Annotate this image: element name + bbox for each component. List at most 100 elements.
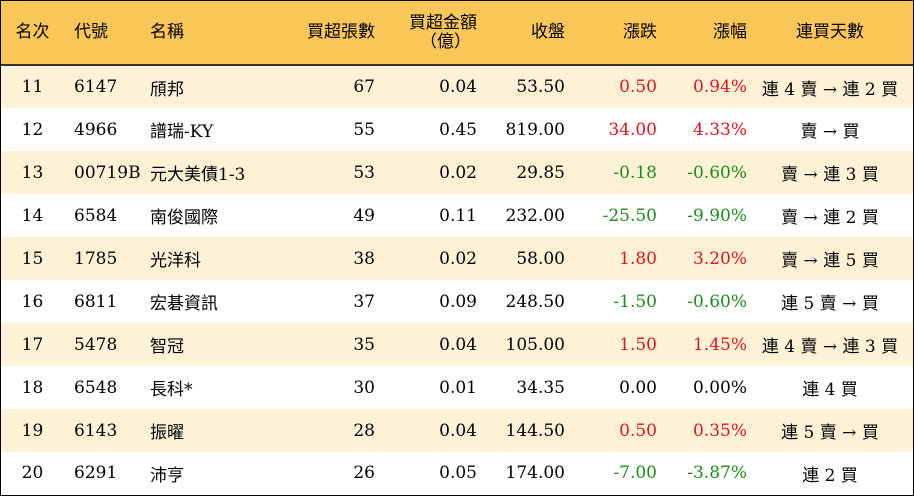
cell-change: 0.50 (619, 77, 657, 97)
header-name: 名稱 (144, 1, 280, 66)
cell-streak: 賣 → 連 2 買 (781, 208, 879, 228)
cell-net-amount: 0.01 (439, 377, 477, 398)
table-row: 19 6143 振曜 28 0.04 144.50 0.50 0.35% 連 5 賣 → 買 (1, 409, 913, 452)
cell-change-pct: 3.20% (692, 248, 747, 269)
cell-rank: 16 (21, 291, 44, 312)
cell-rank: 18 (21, 377, 44, 398)
cell-name: 譜瑞-KY (150, 122, 214, 142)
header-row: 名次 代號 名稱 買超張數 買超金額 （億） 收盤 漲跌 漲幅 連買天數 (1, 1, 913, 66)
cell-change: -7.00 (613, 463, 657, 483)
cell-close: 34.35 (516, 377, 565, 398)
header-change: 漲跌 (565, 1, 657, 66)
cell-code: 6147 (74, 77, 118, 97)
cell-change-pct: -3.87% (687, 463, 747, 483)
cell-change: 1.50 (619, 334, 657, 355)
cell-change-pct: 0.35% (692, 420, 747, 441)
cell-close: 29.85 (516, 162, 565, 183)
cell-code: 6811 (74, 291, 118, 312)
cell-change: 0.00 (619, 377, 657, 398)
cell-rank: 20 (21, 463, 44, 483)
cell-name: 光洋科 (150, 251, 201, 271)
cell-streak: 連 5 賣 → 買 (781, 294, 879, 314)
cell-streak: 連 4 賣 → 連 3 買 (761, 337, 899, 357)
cell-close: 232.00 (505, 205, 565, 226)
table-row: 14 6584 南俊國際 49 0.11 232.00 -25.50 -9.90% 賣 → 連 … (1, 194, 913, 237)
cell-streak: 連 4 賣 → 連 2 買 (761, 79, 899, 100)
table-row: 17 5478 智冠 35 0.04 105.00 1.50 1.45% 連 4 賣 → 連 3… (1, 323, 913, 366)
cell-close: 819.00 (505, 119, 565, 140)
cell-name: 沛亨 (150, 465, 184, 486)
cell-close: 105.00 (505, 334, 565, 355)
cell-net-amount: 0.04 (439, 77, 477, 97)
cell-change: -0.18 (613, 162, 657, 183)
cell-rank: 15 (21, 248, 44, 269)
cell-code: 00719B (74, 162, 141, 183)
header-net-amount-line2: （億） (420, 31, 471, 52)
cell-name: 宏碁資訊 (150, 294, 218, 314)
cell-net-lots: 28 (353, 420, 375, 441)
cell-change-pct: -9.90% (687, 205, 747, 226)
header-close: 收盤 (477, 1, 565, 66)
cell-rank: 11 (21, 77, 44, 97)
cell-close: 53.50 (516, 77, 565, 97)
cell-net-amount: 0.02 (439, 162, 477, 183)
cell-change: 0.50 (619, 420, 657, 441)
cell-net-amount: 0.45 (439, 119, 477, 140)
header-net-lots: 買超張數 (280, 1, 375, 66)
cell-net-lots: 35 (353, 334, 375, 355)
cell-net-lots: 38 (353, 248, 375, 269)
cell-change-pct: -0.60% (687, 291, 747, 312)
cell-streak: 連 5 賣 → 買 (781, 423, 879, 443)
cell-name: 振曜 (150, 423, 184, 443)
cell-streak: 連 2 買 (802, 465, 858, 486)
header-change-pct: 漲幅 (657, 1, 747, 66)
cell-code: 1785 (74, 248, 118, 269)
cell-rank: 13 (21, 162, 44, 183)
cell-code: 6143 (74, 420, 118, 441)
cell-change-pct: 4.33% (692, 119, 747, 140)
table-row: 13 00719B 元大美債1-3 53 0.02 29.85 -0.18 -0.60% 賣 →… (1, 151, 913, 194)
cell-net-amount: 0.02 (439, 248, 477, 269)
header-rank: 名次 (1, 1, 64, 66)
cell-name: 智冠 (150, 337, 184, 357)
cell-code: 6291 (74, 463, 118, 483)
table-row: 12 4966 譜瑞-KY 55 0.45 819.00 34.00 4.33% 賣 → 買 (1, 108, 913, 151)
cell-net-amount: 0.11 (439, 205, 477, 226)
table-row: 16 6811 宏碁資訊 37 0.09 248.50 -1.50 -0.60% 連 5 賣 →… (1, 280, 913, 323)
cell-net-lots: 53 (353, 162, 375, 183)
cell-change: 34.00 (608, 119, 657, 140)
cell-rank: 19 (21, 420, 44, 441)
cell-streak: 賣 → 連 3 買 (781, 165, 879, 185)
cell-net-amount: 0.09 (439, 291, 477, 312)
cell-code: 6548 (74, 377, 118, 398)
cell-name: 長科* (150, 380, 193, 400)
table-row: 15 1785 光洋科 38 0.02 58.00 1.80 3.20% 賣 → 連 5 買 (1, 237, 913, 280)
cell-change: -25.50 (602, 205, 657, 226)
cell-net-amount: 0.04 (439, 334, 477, 355)
cell-name: 元大美債1-3 (150, 165, 246, 185)
cell-net-amount: 0.05 (439, 463, 477, 483)
cell-close: 174.00 (505, 463, 565, 483)
cell-change-pct: 0.00% (692, 377, 747, 398)
table-row: 18 6548 長科* 30 0.01 34.35 0.00 0.00% 連 4 買 (1, 366, 913, 409)
cell-change-pct: 1.45% (692, 334, 747, 355)
cell-net-lots: 30 (353, 377, 375, 398)
cell-streak: 連 4 買 (802, 380, 858, 400)
cell-change: -1.50 (613, 291, 657, 312)
cell-net-amount: 0.04 (439, 420, 477, 441)
table-body: 11 6147 頎邦 67 0.04 53.50 0.50 0.94% 連 4 賣 → 連 2 … (1, 65, 913, 494)
cell-code: 4966 (74, 119, 118, 140)
cell-close: 144.50 (505, 420, 565, 441)
cell-streak: 賣 → 連 5 買 (781, 251, 879, 271)
cell-net-lots: 67 (353, 77, 375, 97)
header-net-amount: 買超金額 （億） (375, 1, 477, 66)
cell-streak: 賣 → 買 (800, 122, 860, 142)
cell-name: 南俊國際 (150, 208, 218, 228)
header-streak: 連買天數 (747, 1, 913, 66)
cell-name: 頎邦 (150, 79, 184, 100)
cell-rank: 12 (21, 119, 44, 140)
table-row: 11 6147 頎邦 67 0.04 53.50 0.50 0.94% 連 4 賣 → 連 2 … (1, 65, 913, 108)
cell-change-pct: 0.94% (692, 77, 747, 97)
